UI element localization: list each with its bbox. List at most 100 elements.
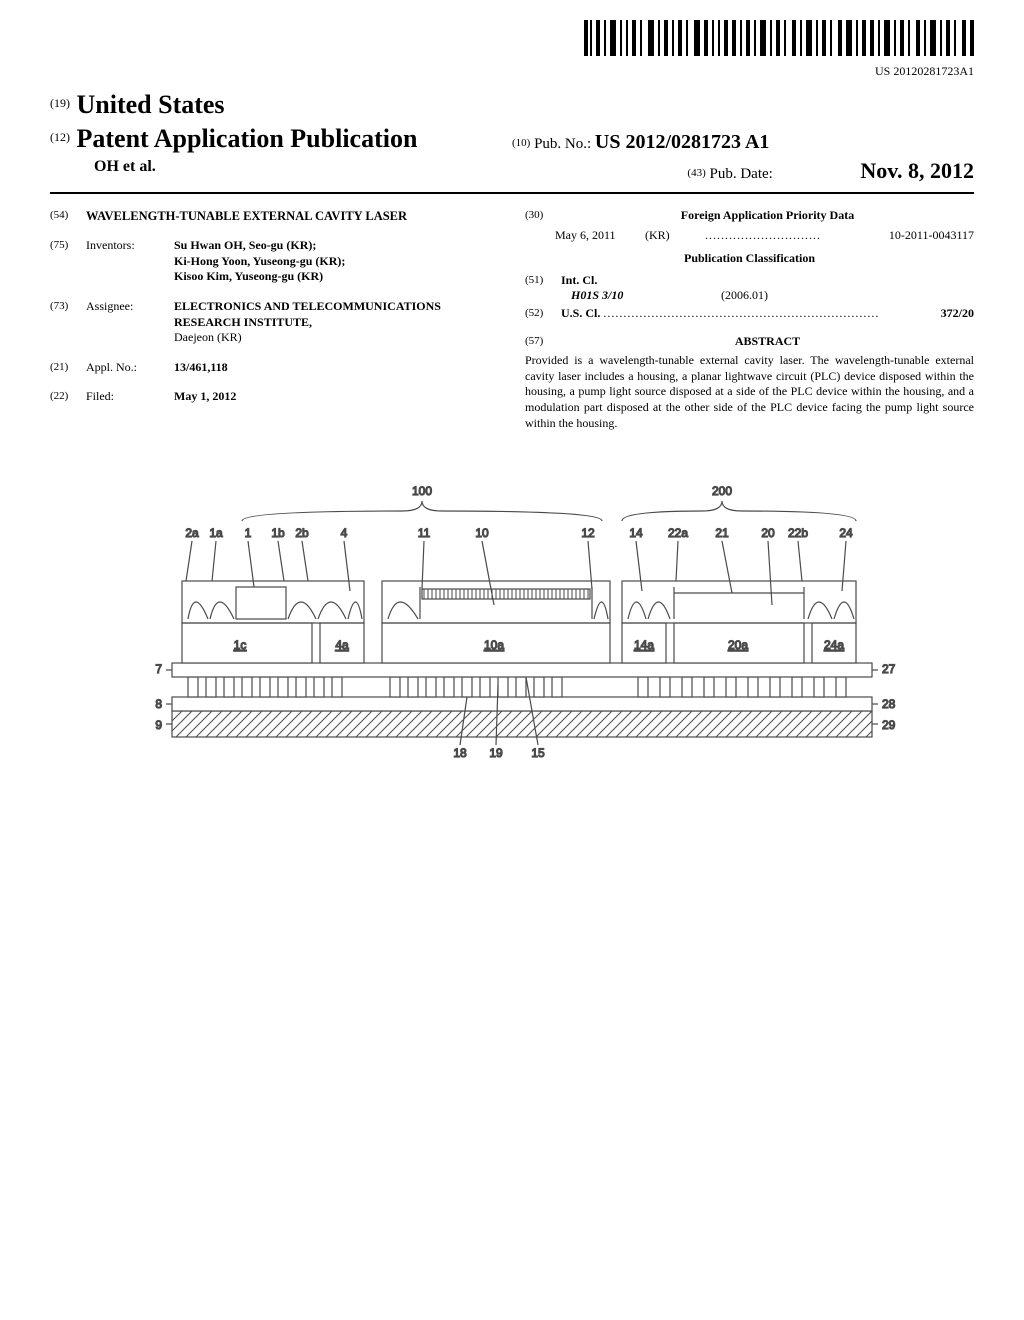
label-10a: 10a xyxy=(484,638,504,652)
abstract-head-row: (57) ABSTRACT xyxy=(525,334,974,350)
tec-center xyxy=(390,677,562,697)
foreign-dots: ............................. xyxy=(705,228,844,244)
label-24: 24 xyxy=(839,526,853,540)
code-57: (57) xyxy=(525,334,561,350)
applno-row: (21) Appl. No.: 13/461,118 xyxy=(50,360,499,376)
intcl-value: H01S 3/10 xyxy=(561,288,661,304)
foreign-data-row: May 6, 2011 (KR) .......................… xyxy=(525,228,974,244)
label-22b: 22b xyxy=(788,526,808,540)
label-2b: 2b xyxy=(295,526,309,540)
foreign-heading: Foreign Application Priority Data xyxy=(561,208,974,224)
inventor-2: Ki-Hong Yoon, Yuseong-gu (KR); xyxy=(174,254,345,268)
uscl-value: 372/20 xyxy=(941,306,974,322)
code-73: (73) xyxy=(50,299,86,346)
label-1b: 1b xyxy=(271,526,285,540)
inventors-label: Inventors: xyxy=(86,238,174,285)
tec-right xyxy=(638,677,846,697)
label-14: 14 xyxy=(629,526,643,540)
pubclass-heading: Publication Classification xyxy=(525,251,974,267)
label-21: 21 xyxy=(715,526,729,540)
pub-no-value: US 2012/0281723 A1 xyxy=(595,131,769,153)
pub-date-value: Nov. 8, 2012 xyxy=(860,158,974,183)
invention-title: WAVELENGTH-TUNABLE EXTERNAL CAVITY LASER xyxy=(86,208,499,224)
uscl-dots: ........................................… xyxy=(603,306,940,322)
pub-date-line: (43) Pub. Date: Nov. 8, 2012 xyxy=(687,157,974,186)
barcode-region: US 20120281723A1 xyxy=(50,20,974,80)
label-100: 100 xyxy=(412,484,432,498)
applno-label: Appl. No.: xyxy=(86,360,174,376)
pub-type: Patent Application Publication xyxy=(77,124,418,153)
label-4: 4 xyxy=(341,526,348,540)
code-30: (30) xyxy=(525,208,561,224)
label-10: 10 xyxy=(475,526,489,540)
label-1c: 1c xyxy=(234,638,247,652)
filed-row: (22) Filed: May 1, 2012 xyxy=(50,389,499,405)
label-24a: 24a xyxy=(824,638,844,652)
inventor-1: Su Hwan OH, Seo-gu (KR); xyxy=(174,238,316,252)
foreign-number: 10-2011-0043117 xyxy=(844,228,974,244)
label-14a: 14a xyxy=(634,638,654,652)
country-name: United States xyxy=(77,90,225,119)
uscl-row: (52) U.S. Cl. ..........................… xyxy=(525,306,974,328)
bibliographic-columns: (54) WAVELENGTH-TUNABLE EXTERNAL CAVITY … xyxy=(50,208,974,431)
header-row: (19) United States (12) Patent Applicati… xyxy=(50,88,974,156)
divider xyxy=(50,192,974,194)
assignee-name: ELECTRONICS AND TELECOMMUNICATIONS RESEA… xyxy=(174,299,441,329)
barcode-text: US 20120281723A1 xyxy=(50,64,974,80)
inventors-row: (75) Inventors: Su Hwan OH, Seo-gu (KR);… xyxy=(50,238,499,285)
filed-value: May 1, 2012 xyxy=(174,389,499,405)
filed-label: Filed: xyxy=(86,389,174,405)
label-2a: 2a xyxy=(185,526,199,540)
label-1a: 1a xyxy=(209,526,223,540)
label-28: 28 xyxy=(882,697,896,711)
label-11: 11 xyxy=(418,526,431,540)
label-9: 9 xyxy=(155,718,162,732)
label-19: 19 xyxy=(489,746,503,760)
intcl-year: (2006.01) xyxy=(721,288,768,304)
pub-date-label: Pub. Date: xyxy=(709,166,772,182)
code-21: (21) xyxy=(50,360,86,376)
header-pubtype: (12) Patent Application Publication xyxy=(50,122,512,156)
intcl-body: Int. Cl. H01S 3/10 (2006.01) xyxy=(561,273,768,304)
figure-area: 9 29 8 28 7 27 xyxy=(50,471,974,761)
label-18: 18 xyxy=(453,746,467,760)
label-15: 15 xyxy=(531,746,545,760)
assignee-value: ELECTRONICS AND TELECOMMUNICATIONS RESEA… xyxy=(174,299,499,346)
assignee-label: Assignee: xyxy=(86,299,174,346)
label-12: 12 xyxy=(581,526,595,540)
inventor-3: Kisoo Kim, Yuseong-gu (KR) xyxy=(174,269,323,283)
label-20a: 20a xyxy=(728,638,748,652)
intcl-label: Int. Cl. xyxy=(561,273,768,289)
label-22a: 22a xyxy=(668,526,688,540)
left-column: (54) WAVELENGTH-TUNABLE EXTERNAL CAVITY … xyxy=(50,208,499,431)
code-52: (52) xyxy=(525,306,561,328)
title-row: (54) WAVELENGTH-TUNABLE EXTERNAL CAVITY … xyxy=(50,208,499,224)
inventors-value: Su Hwan OH, Seo-gu (KR); Ki-Hong Yoon, Y… xyxy=(174,238,499,285)
right-column: (30) Foreign Application Priority Data M… xyxy=(525,208,974,431)
label-7: 7 xyxy=(155,662,162,676)
assignee-row: (73) Assignee: ELECTRONICS AND TELECOMMU… xyxy=(50,299,499,346)
code-12: (12) xyxy=(50,130,70,144)
barcode-svg xyxy=(584,20,974,56)
uscl-label: U.S. Cl. xyxy=(561,306,600,322)
code-75: (75) xyxy=(50,238,86,285)
abstract-text: Provided is a wavelength-tunable externa… xyxy=(525,353,974,431)
intcl-row: (51) Int. Cl. H01S 3/10 (2006.01) xyxy=(525,273,974,304)
label-20: 20 xyxy=(761,526,775,540)
foreign-date: May 6, 2011 xyxy=(525,228,645,244)
code-51: (51) xyxy=(525,273,561,304)
header-country: (19) United States xyxy=(50,88,512,122)
code-54: (54) xyxy=(50,208,86,224)
foreign-head-row: (30) Foreign Application Priority Data xyxy=(525,208,974,224)
code-19: (19) xyxy=(50,96,70,110)
label-4a: 4a xyxy=(335,638,349,652)
assignee-loc: Daejeon (KR) xyxy=(174,330,242,344)
authors-list: OH et al. xyxy=(50,157,156,186)
pub-no-label: Pub. No.: xyxy=(534,136,591,152)
abstract-heading: ABSTRACT xyxy=(561,334,974,350)
label-27: 27 xyxy=(882,662,896,676)
code-10: (10) xyxy=(512,137,530,149)
code-22: (22) xyxy=(50,389,86,405)
label-1: 1 xyxy=(245,526,252,540)
code-43: (43) xyxy=(687,167,705,179)
